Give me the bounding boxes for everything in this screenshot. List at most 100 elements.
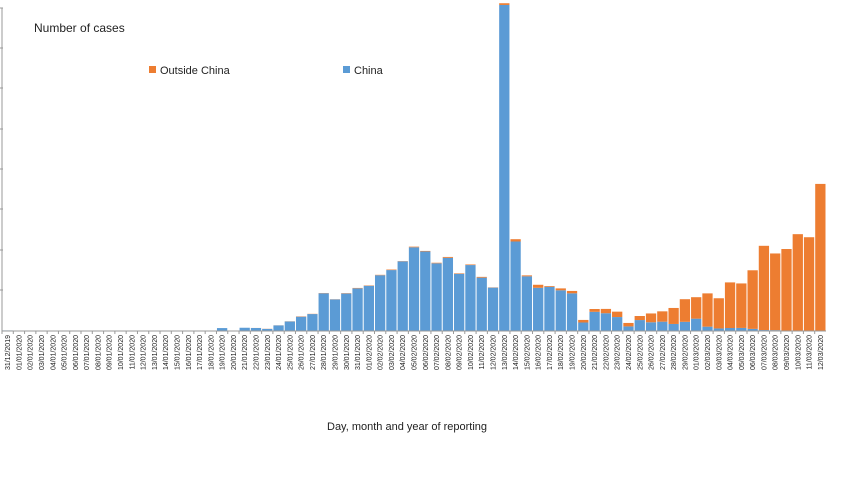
bar-china (544, 286, 555, 331)
bar-outside-china (431, 262, 442, 264)
x-tick-label: 05/03/2020 (739, 335, 746, 370)
bar-china (341, 293, 352, 331)
legend-swatch-china (343, 66, 350, 73)
bar-china (307, 314, 318, 331)
bar-china (431, 263, 442, 331)
bar-outside-china (386, 269, 397, 271)
bar-china (476, 277, 487, 331)
x-tick-label: 10/02/2020 (468, 335, 475, 370)
bar-outside-china (815, 183, 826, 331)
bar-outside-china (668, 307, 679, 324)
bar-outside-china (623, 322, 634, 327)
x-tick-label: 05/01/2020 (62, 335, 69, 370)
x-tick-label: 08/03/2020 (773, 335, 780, 370)
bar-outside-china (476, 276, 487, 278)
x-tick-label: 13/02/2020 (502, 335, 509, 370)
x-tick-label: 29/02/2020 (682, 335, 689, 370)
x-tick-label: 11/02/2020 (479, 335, 486, 370)
x-tick-label: 11/03/2020 (807, 335, 814, 370)
x-axis-label: Day, month and year of reporting (327, 421, 487, 433)
x-tick-label: 19/02/2020 (570, 335, 577, 370)
bar-outside-china (499, 3, 510, 5)
bar-china (736, 327, 747, 331)
x-tick-label: 24/01/2020 (276, 335, 283, 370)
x-tick-label: 27/02/2020 (660, 335, 667, 370)
bar-china (679, 321, 691, 331)
x-tick-label: 03/01/2020 (39, 335, 46, 370)
bar-outside-china (600, 308, 612, 314)
x-tick-label: 31/01/2020 (355, 335, 362, 370)
x-tick-label: 24/02/2020 (626, 335, 633, 370)
bar-outside-china (589, 309, 600, 312)
bar-china (295, 316, 307, 331)
bar-outside-china (702, 293, 713, 327)
x-tick-label: 19/01/2020 (220, 335, 227, 370)
bar-china (487, 287, 499, 331)
bar-outside-china (724, 282, 736, 329)
bar-outside-china (792, 234, 803, 331)
x-tick-label: 15/01/2020 (174, 335, 181, 370)
x-tick-label: 09/02/2020 (457, 335, 464, 370)
x-tick-label: 02/01/2020 (28, 335, 35, 370)
x-tick-label: 15/02/2020 (524, 335, 531, 370)
bar-china (239, 327, 250, 331)
bar-china (386, 270, 397, 331)
bar-outside-china (454, 273, 465, 274)
bar-china (612, 317, 623, 331)
x-tick-label: 28/02/2020 (671, 335, 678, 370)
x-tick-label: 09/03/2020 (784, 335, 791, 370)
bar-outside-china (555, 288, 566, 291)
x-tick-label: 22/01/2020 (253, 335, 260, 370)
x-tick-label: 20/02/2020 (581, 335, 588, 370)
y-axis-label: Number of cases (34, 21, 125, 35)
bar-outside-china (736, 283, 747, 328)
bar-outside-china (679, 299, 691, 322)
bar-outside-china (510, 239, 521, 242)
x-tick-label: 10/01/2020 (118, 335, 125, 370)
bar-china (420, 251, 431, 331)
bar-china (510, 241, 521, 331)
legend: Outside China China (149, 65, 384, 77)
x-tick-label: 02/02/2020 (378, 335, 385, 370)
bar-china (374, 275, 386, 331)
x-tick-label: 04/03/2020 (728, 335, 735, 370)
bar-china (589, 311, 600, 331)
x-tick-label: 07/01/2020 (84, 335, 91, 370)
x-tick-label: 01/03/2020 (694, 335, 701, 370)
x-tick-label: 31/12/2019 (5, 335, 12, 370)
bar-china (318, 293, 329, 331)
y-ticks (0, 7, 3, 291)
x-tick-label: 01/01/2020 (16, 335, 23, 370)
bar-china (521, 276, 533, 331)
bar-china (634, 320, 645, 331)
bar-outside-china (566, 290, 578, 294)
bar-china (262, 328, 273, 331)
x-tick-label: 12/02/2020 (491, 335, 498, 370)
bar-china (352, 288, 363, 331)
bar-outside-china (645, 313, 657, 323)
x-tick-labels: 31/12/2019 01/01/2020 02/01/2020 03/01/2020… (1, 331, 825, 370)
x-tick-label: 09/01/2020 (107, 335, 114, 370)
x-tick-label: 21/01/2020 (242, 335, 249, 370)
bar-china (566, 293, 578, 331)
bar-china (465, 265, 476, 331)
x-tick-label: 05/02/2020 (412, 335, 419, 370)
bar-outside-china (408, 246, 420, 248)
bar-outside-china (521, 275, 533, 277)
x-tick-label: 26/01/2020 (299, 335, 306, 370)
x-tick-label: 26/02/2020 (649, 335, 656, 370)
bar-outside-china (713, 298, 724, 329)
bar-china (600, 313, 612, 331)
bar-outside-china (803, 237, 815, 331)
bar-china (284, 321, 295, 331)
bar-china (533, 287, 544, 331)
x-tick-label: 29/01/2020 (332, 335, 339, 370)
legend-swatch-outside-china (149, 66, 156, 73)
bar-outside-china (544, 286, 555, 287)
bar-outside-china (758, 245, 770, 331)
x-tick-label: 23/02/2020 (615, 335, 622, 370)
bar-outside-china (578, 319, 589, 323)
bar-china (499, 4, 510, 332)
x-tick-label: 18/01/2020 (208, 335, 215, 370)
bar-china (329, 299, 341, 331)
